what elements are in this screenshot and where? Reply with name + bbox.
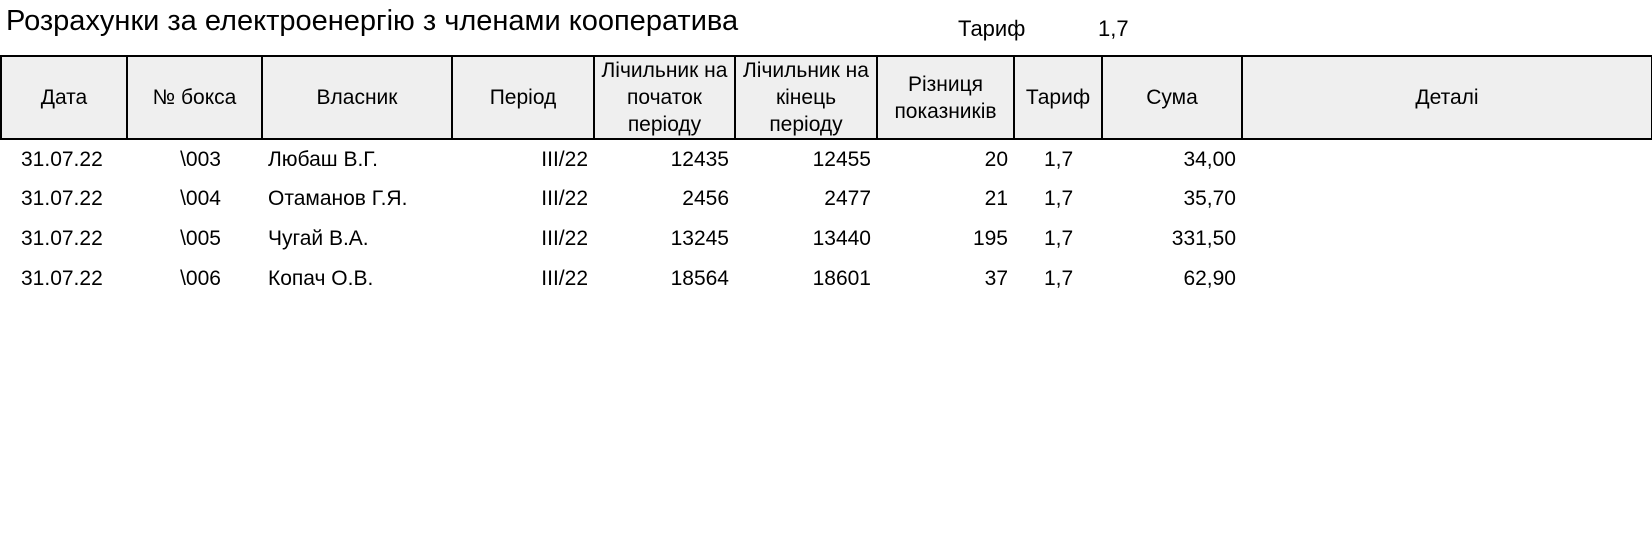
- column-header-meter-end[interactable]: Лічильник на кінець періоду: [734, 55, 878, 140]
- cell-meter-end[interactable]: 12455: [812, 147, 871, 171]
- table-row[interactable]: 31.07.22 \006 Копач О.В. III/22 18564 18…: [1, 259, 1652, 299]
- column-header-difference[interactable]: Різниця показників: [876, 55, 1015, 140]
- cell-period[interactable]: III/22: [541, 147, 588, 171]
- cell-box[interactable]: \006: [180, 267, 221, 290]
- cell-period[interactable]: III/22: [541, 187, 588, 210]
- column-header-sum[interactable]: Сума: [1101, 55, 1243, 140]
- cell-difference[interactable]: 37: [984, 267, 1008, 290]
- cell-date[interactable]: 31.07.22: [21, 187, 103, 210]
- column-header-meter-start[interactable]: Лічильник на початок періоду: [593, 55, 736, 140]
- table-row[interactable]: 31.07.22 \004 Отаманов Г.Я. III/22 2456 …: [1, 179, 1652, 219]
- cell-box[interactable]: \004: [180, 187, 221, 210]
- cell-details[interactable]: [1242, 219, 1652, 259]
- cell-box[interactable]: \003: [180, 147, 221, 171]
- cell-owner[interactable]: Копач О.В.: [268, 267, 374, 290]
- cell-details[interactable]: [1242, 179, 1652, 219]
- tariff-value: 1,7: [1098, 16, 1129, 41]
- cell-owner[interactable]: Любаш В.Г.: [268, 147, 378, 171]
- cell-period[interactable]: III/22: [541, 267, 588, 290]
- cell-meter-end[interactable]: 2477: [824, 187, 871, 210]
- cell-sum[interactable]: 34,00: [1183, 147, 1236, 171]
- table-row[interactable]: 31.07.22 \005 Чугай В.А. III/22 13245 13…: [1, 219, 1652, 259]
- column-header-box[interactable]: № бокса: [126, 55, 263, 140]
- cell-details[interactable]: [1242, 259, 1652, 299]
- cell-meter-start[interactable]: 12435: [670, 147, 729, 171]
- cell-meter-start[interactable]: 18564: [670, 267, 729, 290]
- cell-sum[interactable]: 62,90: [1183, 267, 1236, 290]
- cell-date[interactable]: 31.07.22: [21, 227, 103, 250]
- cell-meter-start[interactable]: 13245: [670, 227, 729, 250]
- column-header-details[interactable]: Деталі: [1241, 55, 1652, 140]
- column-header-date[interactable]: Дата: [0, 55, 128, 140]
- cell-meter-end[interactable]: 13440: [812, 227, 871, 250]
- billing-table: Дата № бокса Власник Період Лічильник на…: [0, 55, 1652, 299]
- cell-tariff[interactable]: 1,7: [1044, 187, 1074, 210]
- page-title: Розрахунки за електроенергію з членами к…: [6, 5, 739, 37]
- cell-sum[interactable]: 35,70: [1183, 187, 1236, 210]
- cell-meter-start[interactable]: 2456: [682, 187, 729, 210]
- cell-period[interactable]: III/22: [541, 227, 588, 250]
- cell-tariff[interactable]: 1,7: [1044, 267, 1074, 290]
- cell-sum[interactable]: 331,50: [1171, 227, 1236, 250]
- cell-owner[interactable]: Отаманов Г.Я.: [268, 187, 408, 210]
- cell-tariff[interactable]: 1,7: [1044, 147, 1074, 171]
- table-row[interactable]: 31.07.22 \003 Любаш В.Г. III/22 12435 12…: [1, 139, 1652, 179]
- table-header-row: Дата № бокса Власник Період Лічильник на…: [0, 55, 1652, 140]
- cell-tariff[interactable]: 1,7: [1044, 227, 1074, 250]
- cell-date[interactable]: 31.07.22: [21, 267, 103, 290]
- cell-difference[interactable]: 20: [984, 147, 1008, 171]
- column-header-period[interactable]: Період: [451, 55, 595, 140]
- cell-difference[interactable]: 195: [972, 227, 1008, 250]
- cell-owner[interactable]: Чугай В.А.: [268, 227, 369, 250]
- cell-details[interactable]: [1242, 139, 1652, 179]
- cell-box[interactable]: \005: [180, 227, 221, 250]
- cell-difference[interactable]: 21: [984, 187, 1008, 210]
- cell-meter-end[interactable]: 18601: [812, 267, 871, 290]
- tariff-label: Тариф: [958, 16, 1026, 41]
- cell-date[interactable]: 31.07.22: [21, 147, 103, 171]
- column-header-owner[interactable]: Власник: [261, 55, 453, 140]
- column-header-tariff[interactable]: Тариф: [1013, 55, 1103, 140]
